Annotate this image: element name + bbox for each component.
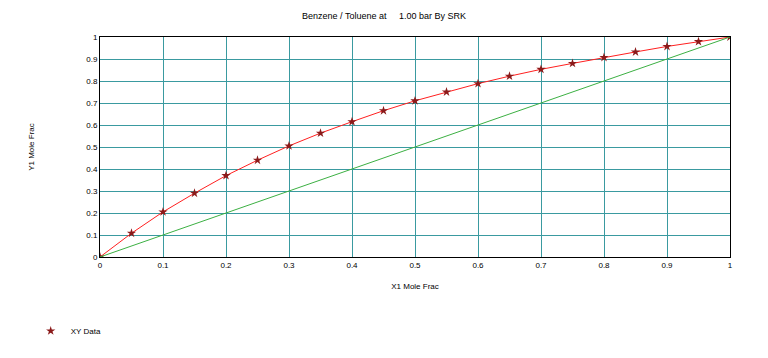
svg-text:0.4: 0.4 [86, 165, 98, 174]
svg-text:0.8: 0.8 [598, 261, 610, 270]
svg-text:0.4: 0.4 [346, 261, 358, 270]
svg-text:1: 1 [728, 261, 733, 270]
svg-text:0.9: 0.9 [661, 261, 673, 270]
svg-text:X1 Mole Frac: X1 Mole Frac [391, 282, 439, 291]
svg-text:1: 1 [93, 33, 98, 42]
svg-text:0.2: 0.2 [86, 209, 98, 218]
svg-text:0.7: 0.7 [86, 99, 98, 108]
svg-text:0.5: 0.5 [409, 261, 421, 270]
svg-text:0.8: 0.8 [86, 77, 98, 86]
svg-text:0: 0 [93, 253, 98, 262]
svg-text:0: 0 [98, 261, 103, 270]
svg-text:0.2: 0.2 [220, 261, 232, 270]
svg-text:XY Data: XY Data [71, 327, 101, 336]
svg-text:0.3: 0.3 [86, 187, 98, 196]
svg-text:Benzene / Toluene at 1.00: Benzene / Toluene at 1.00 bar By SRK [302, 11, 466, 21]
svg-text:0.5: 0.5 [86, 143, 98, 152]
svg-text:0.1: 0.1 [157, 261, 169, 270]
svg-text:0.3: 0.3 [283, 261, 295, 270]
svg-text:0.6: 0.6 [472, 261, 484, 270]
svg-text:0.6: 0.6 [86, 121, 98, 130]
svg-text:0.1: 0.1 [86, 231, 98, 240]
svg-text:0.9: 0.9 [86, 55, 98, 64]
svg-text:Y1 Mole Frac: Y1 Mole Frac [27, 123, 36, 171]
svg-text:0.7: 0.7 [535, 261, 547, 270]
